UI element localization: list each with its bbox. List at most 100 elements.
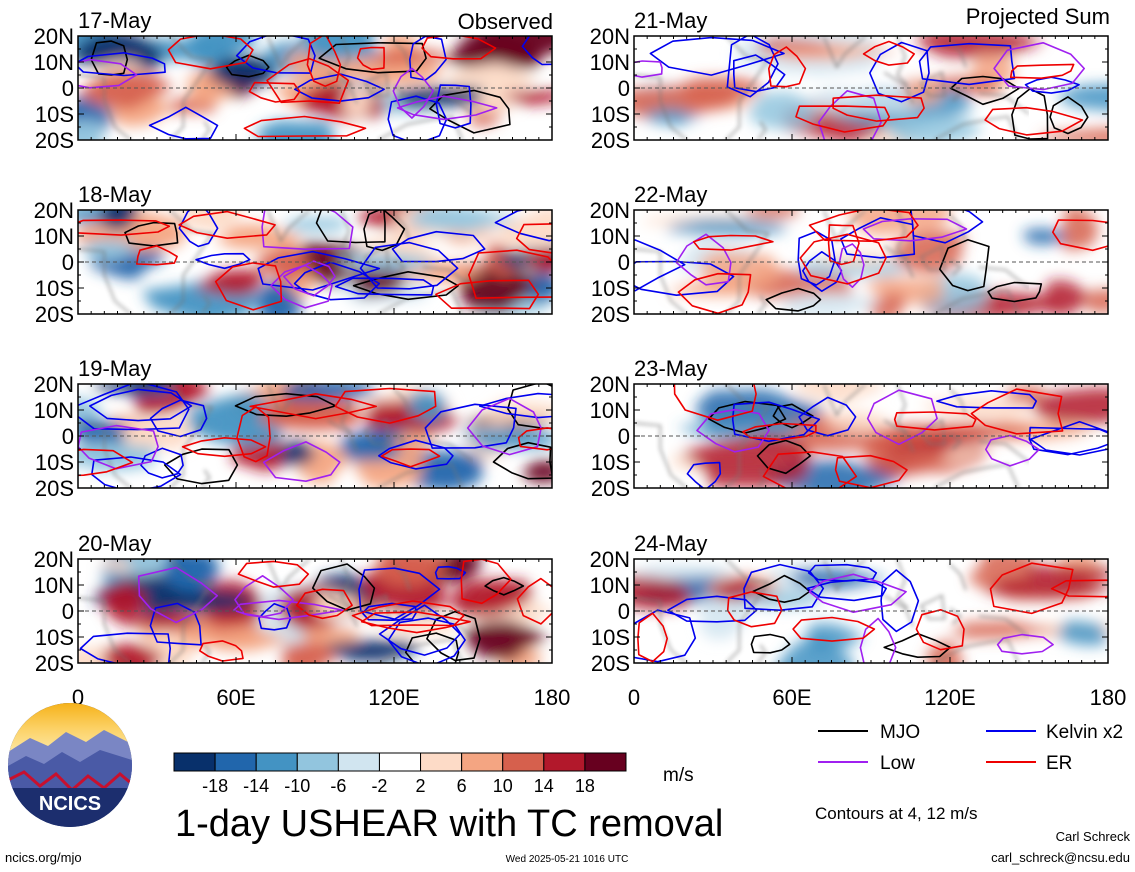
observed-label: Observed	[458, 9, 553, 34]
legend-label-er: ER	[1046, 753, 1072, 774]
lat-label: 20S	[35, 476, 74, 501]
colorbar-tick-label: -2	[371, 776, 387, 796]
colorbar-swatch	[173, 752, 216, 772]
lat-label: 10N	[34, 573, 74, 598]
legend-label-mjo: MJO	[880, 722, 920, 743]
footer-author: Carl Schreck	[1056, 829, 1131, 844]
lat-label: 20S	[35, 651, 74, 676]
footer-url: ncics.org/mjo	[5, 850, 82, 865]
lat-label: 0	[62, 250, 74, 275]
lat-label: 20N	[590, 24, 630, 49]
lat-label: 20N	[590, 547, 630, 572]
lon-label-120e: 120E	[368, 685, 419, 710]
lat-label: 0	[618, 250, 630, 275]
colorbar-swatch	[337, 752, 380, 772]
lat-label: 20N	[34, 372, 74, 397]
colorbar-swatch	[214, 752, 257, 772]
lat-label: 20N	[590, 198, 630, 223]
lat-label: 10N	[590, 224, 630, 249]
lat-label: 20S	[35, 128, 74, 153]
colorbar-tick-label: -18	[202, 776, 228, 796]
contours-note: Contours at 4, 12 m/s	[815, 804, 978, 823]
lat-label: 20N	[34, 198, 74, 223]
legend-label-low: Low	[880, 753, 915, 774]
lat-label: 10S	[591, 102, 630, 127]
lon-label-120e: 120E	[924, 685, 975, 710]
panel-date: 24-May	[634, 531, 707, 556]
lon-label-60e: 60E	[216, 685, 255, 710]
figure-title: 1-day USHEAR with TC removal	[175, 803, 723, 845]
colorbar-swatch	[461, 752, 504, 772]
colorbar-tick-label: 14	[534, 776, 554, 796]
colorbar-swatch	[255, 752, 298, 772]
panel-date: 19-May	[78, 356, 151, 381]
lon-label-180: 180	[534, 685, 571, 710]
colorbar-tick-label: 18	[575, 776, 595, 796]
lon-label-60e: 60E	[772, 685, 811, 710]
lon-label-0: 0	[628, 685, 640, 710]
lat-label: 10N	[34, 398, 74, 423]
colorbar-tick-label: -14	[243, 776, 269, 796]
lat-label: 20S	[35, 302, 74, 327]
colorbar-tick-label: 2	[416, 776, 426, 796]
logo-text: NCICS	[39, 793, 101, 815]
panel-date: 21-May	[634, 8, 707, 33]
lat-label: 20N	[34, 24, 74, 49]
panels: 20N10N010S20S17-May20N10N010S20S18-May20…	[34, 8, 1109, 676]
colorbar-swatch	[296, 752, 339, 772]
lat-label: 10S	[35, 450, 74, 475]
colorbar-swatch	[584, 752, 627, 772]
colorbar-swatch	[502, 752, 545, 772]
lat-label: 20S	[591, 302, 630, 327]
projected-label: Projected Sum	[966, 4, 1110, 29]
lat-label: 0	[618, 76, 630, 101]
lat-label: 20S	[591, 651, 630, 676]
panel-date: 18-May	[78, 182, 151, 207]
colorbar-swatch	[378, 752, 422, 772]
lat-label: 10N	[590, 50, 630, 75]
panel-date: 20-May	[78, 531, 151, 556]
lat-label: 10N	[590, 398, 630, 423]
lat-label: 20N	[590, 372, 630, 397]
panel-date: 22-May	[634, 182, 707, 207]
panel-date: 23-May	[634, 356, 707, 381]
footer-email: carl_schreck@ncsu.edu	[991, 850, 1130, 865]
lat-label: 10N	[34, 50, 74, 75]
lat-label: 0	[62, 76, 74, 101]
lat-label: 0	[618, 599, 630, 624]
lat-label: 20S	[591, 128, 630, 153]
colorbar-swatch	[420, 752, 463, 772]
legend: MJO Kelvin x2 Low ER Contours at 4, 12 m…	[815, 722, 1123, 823]
footer-timestamp: Wed 2025-05-21 1016 UTC	[506, 854, 629, 865]
lat-label: 10S	[35, 102, 74, 127]
lat-label: 10S	[35, 276, 74, 301]
colorbar-tick-label: -10	[284, 776, 310, 796]
lat-label: 10N	[34, 224, 74, 249]
colorbar-tick-label: 10	[493, 776, 513, 796]
lat-label: 0	[62, 424, 74, 449]
lat-label: 0	[62, 599, 74, 624]
lat-label: 10S	[591, 625, 630, 650]
lat-label: 10S	[35, 625, 74, 650]
lat-label: 20N	[34, 547, 74, 572]
colorbar-tick-label: -6	[330, 776, 346, 796]
lon-axis-right: 0 60E 120E 180	[628, 685, 1126, 710]
lat-label: 0	[618, 424, 630, 449]
lat-label: 10N	[590, 573, 630, 598]
lat-label: 10S	[591, 276, 630, 301]
lat-label: 20S	[591, 476, 630, 501]
lon-label-180: 180	[1090, 685, 1127, 710]
legend-label-kelvin: Kelvin x2	[1046, 722, 1123, 743]
colorbar-swatch	[543, 752, 586, 772]
colorbar-units: m/s	[663, 765, 694, 786]
colorbar-tick-label: 6	[457, 776, 467, 796]
lat-label: 10S	[591, 450, 630, 475]
